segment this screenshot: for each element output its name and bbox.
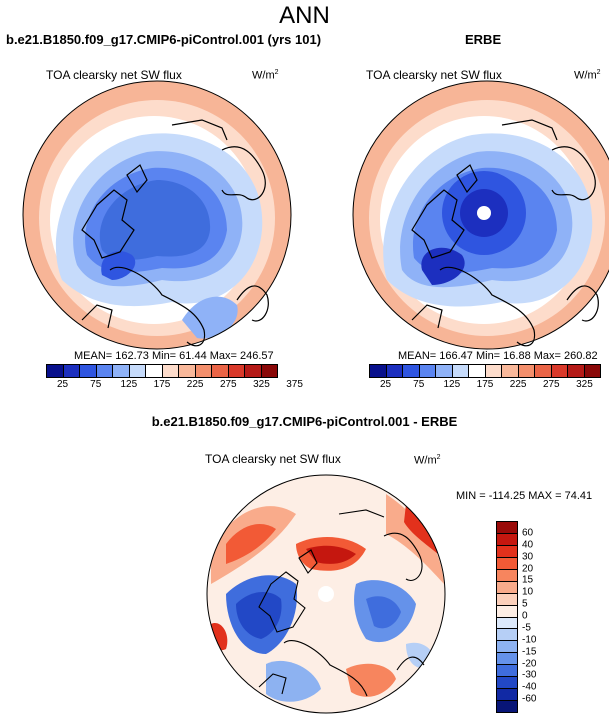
colorbar-swatch: [502, 365, 519, 377]
model-colorbar: [46, 364, 278, 378]
colorbar-tick-label: 175: [476, 379, 494, 390]
colorbar-swatch: [497, 593, 517, 606]
colorbar-tick-label: 375: [286, 379, 303, 390]
colorbar-swatch: [47, 365, 64, 377]
colorbar-tick-label: 25: [57, 379, 69, 390]
obs-variable-label: TOA clearsky net SW flux: [366, 68, 502, 82]
diff-units-label: W/m2: [414, 454, 441, 467]
colorbar-tick-label: 175: [153, 379, 171, 390]
colorbar-swatch: [113, 365, 130, 377]
colorbar-swatch: [96, 365, 113, 377]
colorbar-swatch: [386, 365, 403, 377]
diff-colorbar: [496, 521, 518, 713]
colorbar-tick-label: -60: [522, 693, 537, 705]
colorbar-tick-label: 225: [509, 379, 527, 390]
obs-polar-map: [352, 80, 609, 350]
colorbar-swatch: [419, 365, 436, 377]
colorbar-tick-label: -5: [522, 622, 531, 634]
colorbar-swatch: [370, 365, 387, 377]
colorbar-swatch: [485, 365, 502, 377]
colorbar-tick-label: 75: [90, 379, 102, 390]
colorbar-swatch: [195, 365, 212, 377]
colorbar-swatch: [497, 617, 517, 630]
colorbar-swatch: [129, 365, 146, 377]
colorbar-tick-label: -15: [522, 646, 537, 658]
colorbar-tick-label: 125: [443, 379, 461, 390]
model-colorbar-labels: 25 75 125 175 225 275 325 375: [46, 379, 303, 393]
colorbar-swatch: [535, 365, 552, 377]
colorbar-swatch: [497, 701, 517, 712]
model-polar-map: [22, 80, 292, 350]
diff-colorbar-labels: 60 40 30 20 15 10 5 0 -5 -10 -15 -20 -30 -40 -60: [522, 521, 562, 711]
colorbar-swatch: [80, 365, 97, 377]
colorbar-swatch: [518, 365, 535, 377]
colorbar-swatch: [497, 569, 517, 582]
colorbar-swatch: [497, 677, 517, 690]
colorbar-swatch: [212, 365, 229, 377]
diff-polar-map: [206, 474, 446, 714]
colorbar-tick-label: 10: [522, 586, 534, 598]
model-variable-label: TOA clearsky net SW flux: [46, 68, 182, 82]
colorbar-tick-label: 15: [522, 574, 534, 586]
colorbar-tick-label: 20: [522, 563, 534, 574]
colorbar-swatch: [146, 365, 163, 377]
colorbar-tick-label: 0: [522, 610, 528, 622]
diff-stats: MIN = -114.25 MAX = 74.41: [456, 490, 593, 502]
diff-variable-label: TOA clearsky net SW flux: [205, 452, 341, 466]
colorbar-swatch: [584, 365, 600, 377]
obs-panel-title: ERBE: [465, 32, 502, 47]
colorbar-swatch: [497, 629, 517, 642]
colorbar-tick-label: 60: [522, 527, 534, 539]
colorbar-swatch: [497, 653, 517, 666]
colorbar-swatch: [245, 365, 262, 377]
colorbar-swatch: [436, 365, 453, 377]
colorbar-swatch: [551, 365, 568, 377]
obs-stats: MEAN= 166.47 Min= 16.88 Max= 260.82: [398, 350, 598, 362]
colorbar-tick-label: -20: [522, 658, 537, 669]
colorbar-swatch: [497, 545, 517, 558]
obs-colorbar: [369, 364, 601, 378]
colorbar-swatch: [497, 689, 517, 702]
colorbar-swatch: [261, 365, 277, 377]
colorbar-swatch: [228, 365, 245, 377]
model-stats: MEAN= 162.73 Min= 61.44 Max= 246.57: [74, 350, 274, 362]
colorbar-tick-label: 75: [413, 379, 425, 390]
colorbar-tick-label: 325: [576, 379, 593, 390]
colorbar-tick-label: 325: [253, 379, 270, 390]
colorbar-tick-label: -10: [522, 634, 537, 646]
colorbar-swatch: [162, 365, 179, 377]
colorbar-swatch: [452, 365, 469, 377]
colorbar-swatch: [497, 665, 517, 678]
colorbar-swatch: [568, 365, 585, 377]
page-title: ANN: [279, 2, 330, 29]
model-panel-title: b.e21.B1850.f09_g17.CMIP6-piControl.001 …: [6, 32, 322, 47]
colorbar-tick-label: 225: [186, 379, 204, 390]
diff-panel-title: b.e21.B1850.f09_g17.CMIP6-piControl.001 …: [151, 414, 458, 429]
obs-units-label: W/m2: [574, 69, 601, 82]
colorbar-tick-label: 125: [120, 379, 138, 390]
colorbar-swatch: [179, 365, 196, 377]
colorbar-tick-label: 30: [522, 551, 534, 563]
colorbar-swatch: [63, 365, 80, 377]
colorbar-swatch: [497, 533, 517, 546]
colorbar-swatch: [497, 557, 517, 570]
colorbar-tick-label: 275: [219, 379, 237, 390]
colorbar-tick-label: -30: [522, 669, 537, 681]
colorbar-tick-label: -40: [522, 681, 537, 693]
colorbar-swatch: [469, 365, 486, 377]
colorbar-swatch: [497, 522, 517, 534]
colorbar-tick-label: 275: [542, 379, 560, 390]
model-units-label: W/m2: [252, 69, 279, 82]
colorbar-swatch: [497, 605, 517, 618]
colorbar-swatch: [497, 581, 517, 594]
colorbar-tick-label: 25: [380, 379, 392, 390]
colorbar-tick-label: 5: [522, 598, 528, 610]
colorbar-swatch: [403, 365, 420, 377]
colorbar-swatch: [497, 641, 517, 654]
colorbar-tick-label: 40: [522, 539, 534, 551]
